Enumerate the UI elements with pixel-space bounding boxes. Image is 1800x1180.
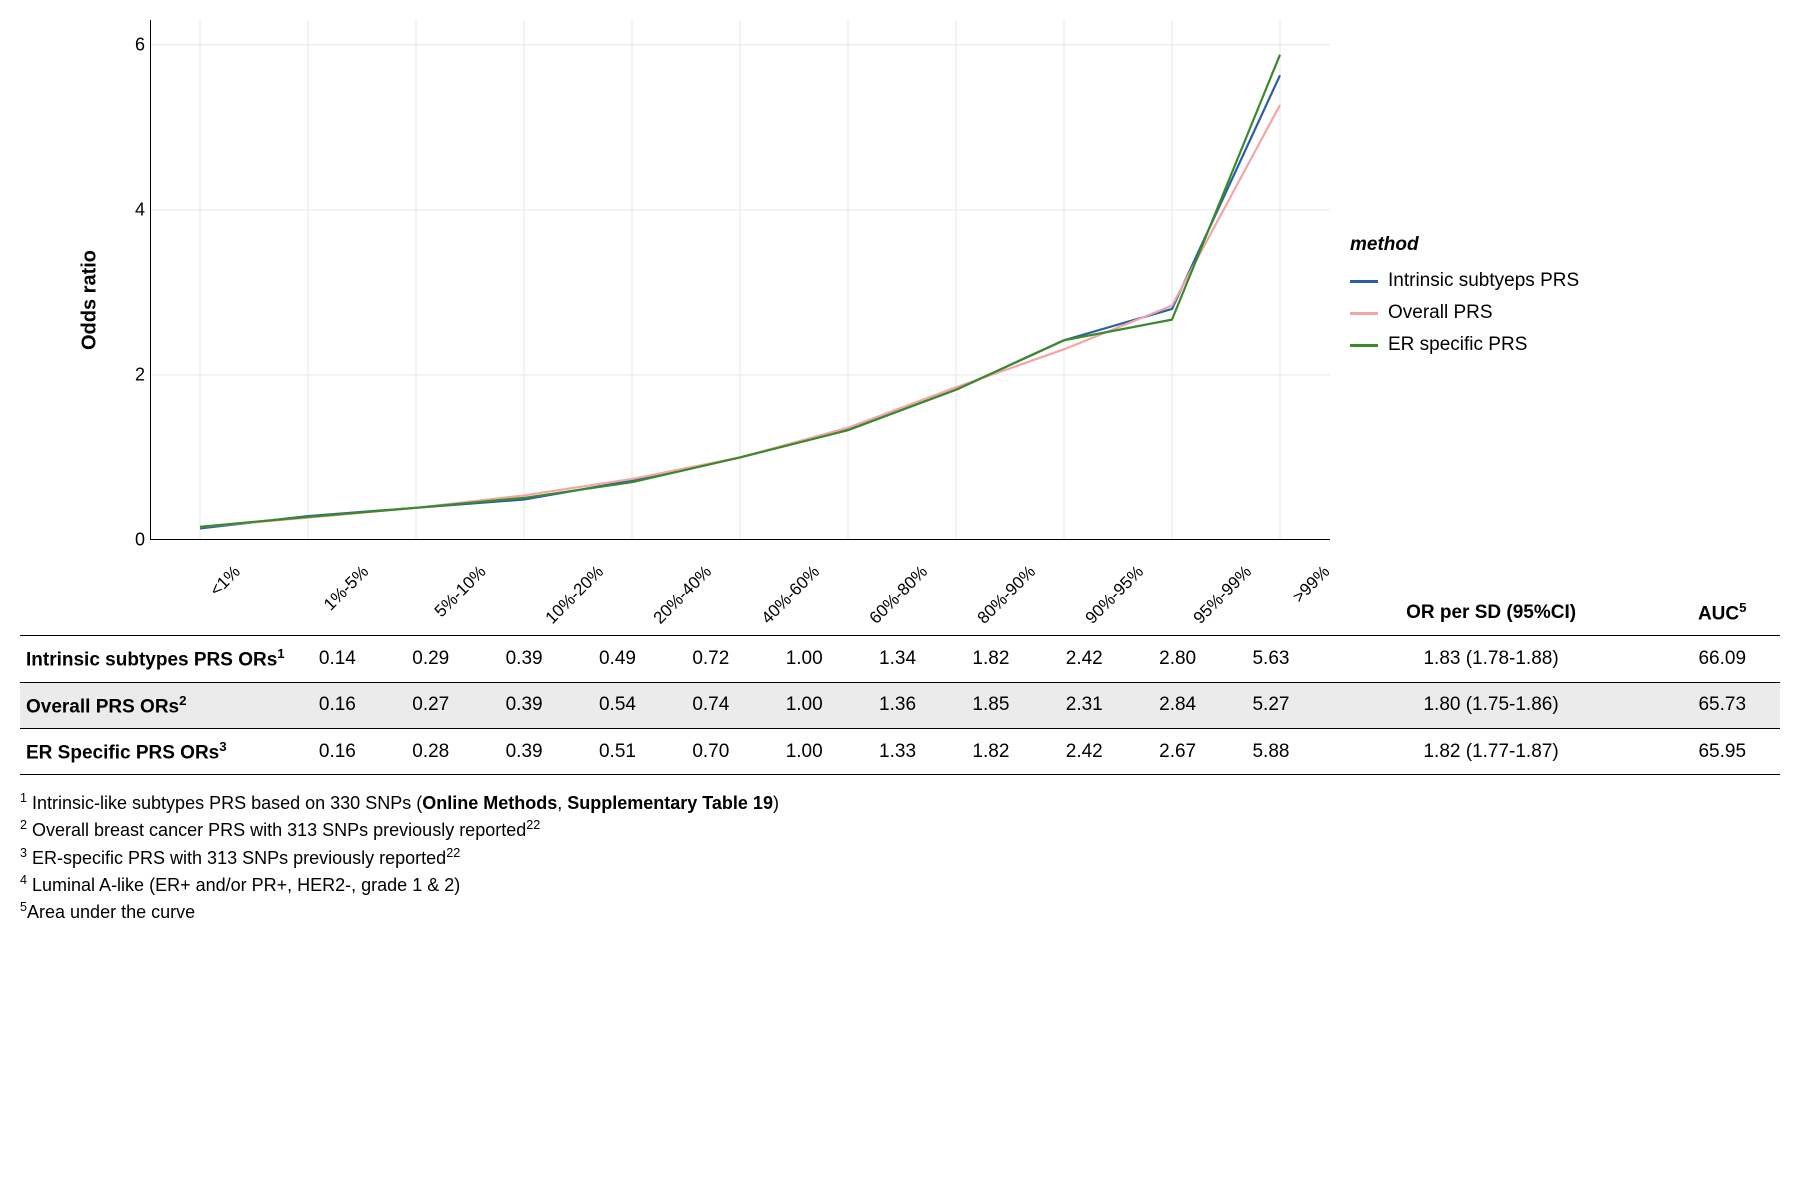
auc-cell: 66.09 <box>1665 636 1781 682</box>
y-tick-label: 4 <box>110 199 145 220</box>
row-label: ER Specific PRS ORs3 <box>20 728 291 774</box>
table-row: ER Specific PRS ORs30.160.280.390.510.70… <box>20 728 1780 774</box>
table-cell: 2.31 <box>1038 682 1131 728</box>
table-cell: 1.36 <box>851 682 944 728</box>
table-cell: 2.84 <box>1131 682 1224 728</box>
footnote-4: 4 Luminal A-like (ER+ and/or PR+, HER2-,… <box>20 871 1780 898</box>
legend-item: Intrinsic subtyeps PRS <box>1350 270 1579 292</box>
legend-swatch <box>1350 344 1378 347</box>
table-cell: 0.54 <box>571 682 664 728</box>
table-cell: 0.16 <box>291 682 384 728</box>
table-cell: 2.67 <box>1131 728 1224 774</box>
table-cell: 1.82 <box>944 636 1037 682</box>
y-axis-label: Odds ratio <box>79 250 102 350</box>
table-cell: 1.33 <box>851 728 944 774</box>
table-cell: 2.80 <box>1131 636 1224 682</box>
table-cell: 1.85 <box>944 682 1037 728</box>
legend-item: ER specific PRS <box>1350 334 1579 356</box>
y-tick-label: 0 <box>110 530 145 551</box>
table-cell: 0.39 <box>477 728 570 774</box>
chart-wrap: Odds ratio 0246 <1%1%-5%5%-10%10%-20%20%… <box>110 20 1330 580</box>
table-cell: 5.27 <box>1224 682 1317 728</box>
header-auc: AUC5 <box>1665 590 1781 636</box>
table-cell: 0.51 <box>571 728 664 774</box>
table-cell: 1.34 <box>851 636 944 682</box>
table-cell: 5.88 <box>1224 728 1317 774</box>
legend-items: Intrinsic subtyeps PRS Overall PRS ER spec… <box>1350 270 1579 356</box>
legend-label: Intrinsic subtyeps PRS <box>1388 270 1579 292</box>
table-corner <box>20 590 291 636</box>
table-cell: 0.14 <box>291 636 384 682</box>
table-body: Intrinsic subtypes PRS ORs10.140.290.390… <box>20 636 1780 775</box>
auc-cell: 65.73 <box>1665 682 1781 728</box>
table-cell: 1.00 <box>758 682 851 728</box>
table-cell: 0.29 <box>384 636 477 682</box>
data-table: OR per SD (95%CI) AUC5 Intrinsic subtype… <box>20 590 1780 775</box>
legend-label: ER specific PRS <box>1388 334 1527 356</box>
table-cell: 0.39 <box>477 682 570 728</box>
table-cell: 0.16 <box>291 728 384 774</box>
table-cell: 0.27 <box>384 682 477 728</box>
legend-swatch <box>1350 280 1378 283</box>
table-cell: 1.00 <box>758 728 851 774</box>
table-cell: 0.72 <box>664 636 757 682</box>
legend-label: Overall PRS <box>1388 302 1493 324</box>
header-or-sd: OR per SD (95%CI) <box>1318 590 1665 636</box>
footnote-1: 1 Intrinsic-like subtypes PRS based on 3… <box>20 789 1780 816</box>
table-cell: 0.39 <box>477 636 570 682</box>
y-tick-label: 2 <box>110 364 145 385</box>
footnote-3: 3 ER-specific PRS with 313 SNPs previous… <box>20 844 1780 871</box>
or-per-sd-cell: 1.82 (1.77-1.87) <box>1318 728 1665 774</box>
table-cell: 5.63 <box>1224 636 1317 682</box>
line-chart <box>150 20 1330 540</box>
or-per-sd-cell: 1.80 (1.75-1.86) <box>1318 682 1665 728</box>
table-row: Overall PRS ORs20.160.270.390.540.741.00… <box>20 682 1780 728</box>
footnotes: 1 Intrinsic-like subtypes PRS based on 3… <box>20 789 1780 924</box>
legend: method Intrinsic subtyeps PRS Overall PRS… <box>1350 234 1579 366</box>
or-per-sd-cell: 1.83 (1.78-1.88) <box>1318 636 1665 682</box>
figure-container: Odds ratio 0246 <1%1%-5%5%-10%10%-20%20%… <box>20 20 1780 925</box>
table-cell: 0.74 <box>664 682 757 728</box>
legend-swatch <box>1350 312 1378 315</box>
table-cell: 0.70 <box>664 728 757 774</box>
table-row: Intrinsic subtypes PRS ORs10.140.290.390… <box>20 636 1780 682</box>
footnote-5: 5Area under the curve <box>20 898 1780 925</box>
legend-item: Overall PRS <box>1350 302 1579 324</box>
footnote-2: 2 Overall breast cancer PRS with 313 SNP… <box>20 816 1780 843</box>
y-tick-label: 6 <box>110 34 145 55</box>
table-cell: 2.42 <box>1038 636 1131 682</box>
chart-row: Odds ratio 0246 <1%1%-5%5%-10%10%-20%20%… <box>20 20 1780 580</box>
table-cell: 1.00 <box>758 636 851 682</box>
table-cell: 0.49 <box>571 636 664 682</box>
table-cell: 2.42 <box>1038 728 1131 774</box>
table-cell: 1.82 <box>944 728 1037 774</box>
legend-title: method <box>1350 234 1579 256</box>
row-label: Overall PRS ORs2 <box>20 682 291 728</box>
row-label: Intrinsic subtypes PRS ORs1 <box>20 636 291 682</box>
auc-cell: 65.95 <box>1665 728 1781 774</box>
table-cell: 0.28 <box>384 728 477 774</box>
